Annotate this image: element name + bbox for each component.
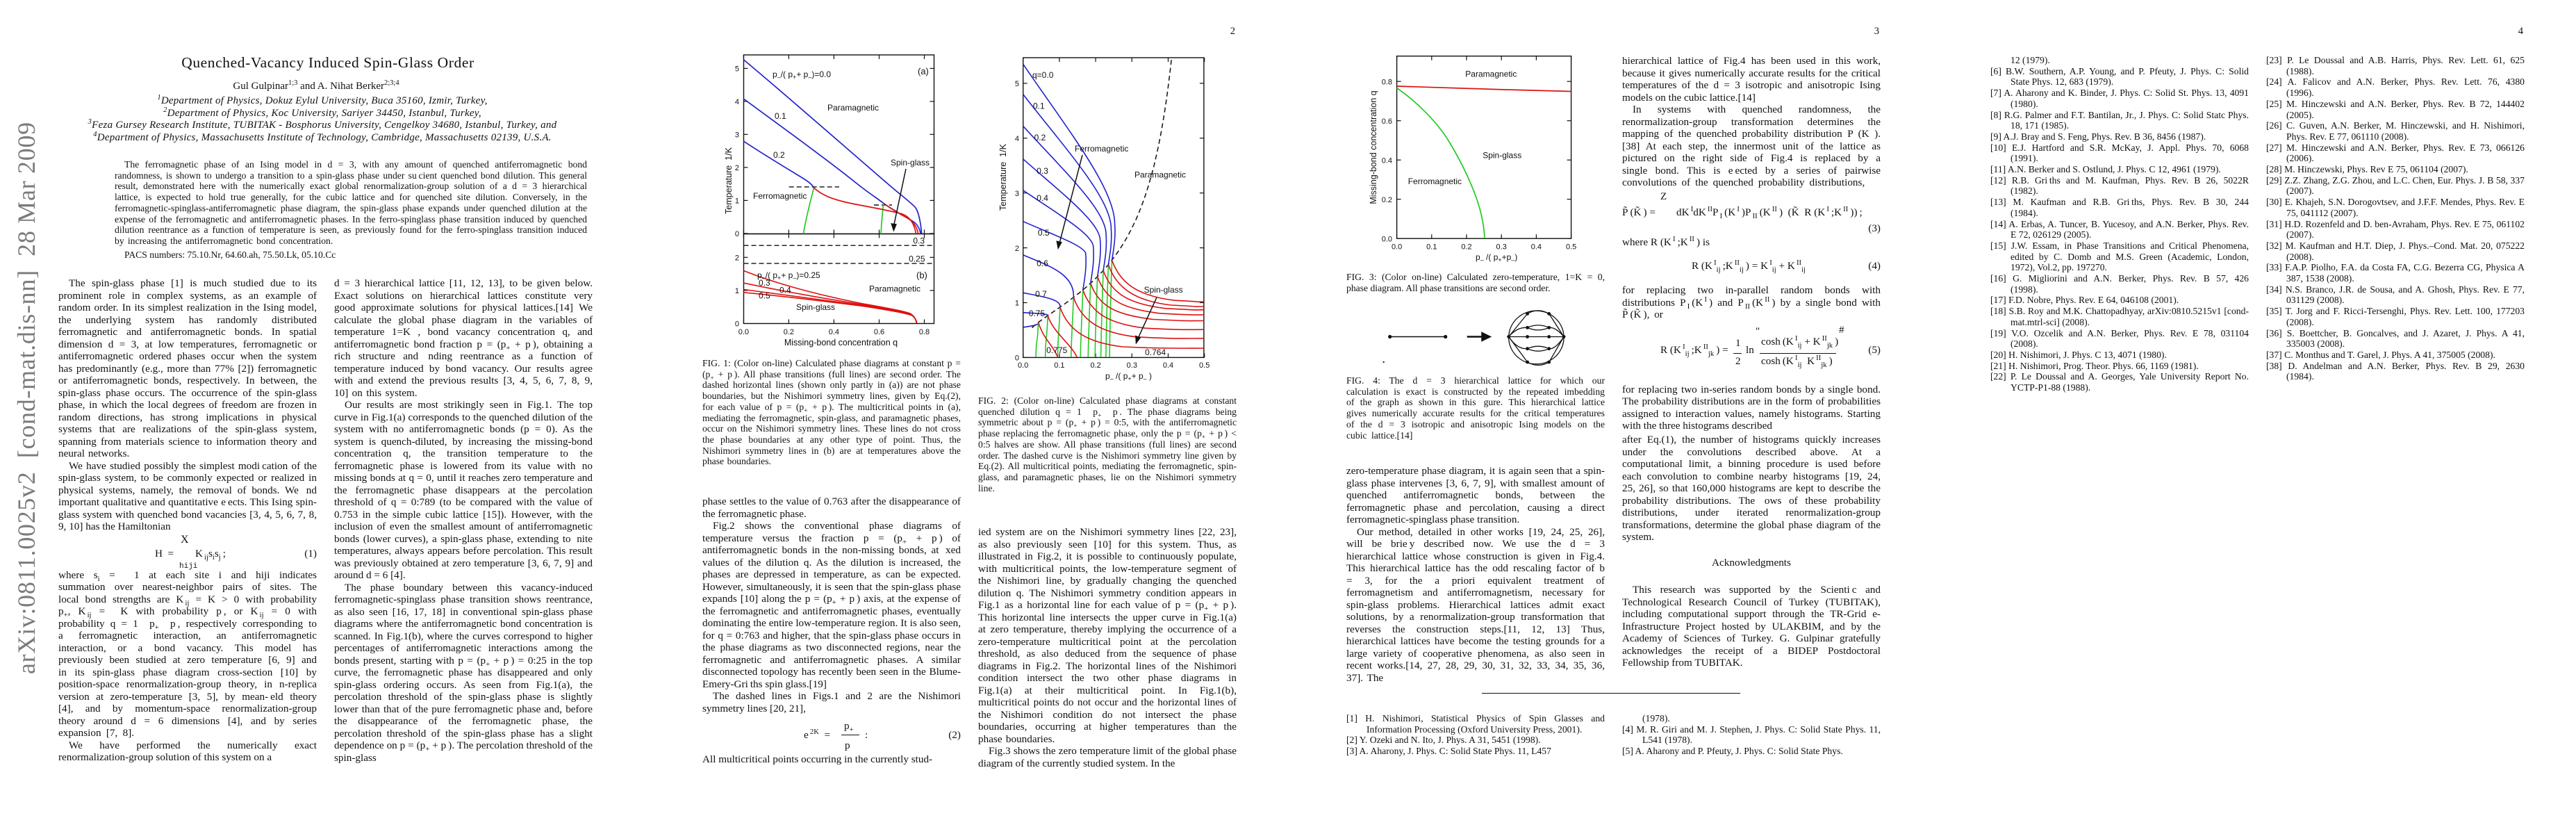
svg-text:0.3: 0.3 <box>1496 243 1507 252</box>
svg-text:0.5: 0.5 <box>1199 361 1209 370</box>
svg-text:0.775: 0.775 <box>1046 345 1067 355</box>
svg-text:Ferromagnetic: Ferromagnetic <box>1075 144 1128 154</box>
svg-text:0.3: 0.3 <box>1037 166 1048 176</box>
svg-text:0.2: 0.2 <box>1034 133 1046 142</box>
svg-text:0.6: 0.6 <box>1037 259 1048 268</box>
svg-text:0: 0 <box>735 230 739 238</box>
svg-text:(b): (b) <box>916 270 927 281</box>
svg-text:Spin-glass: Spin-glass <box>891 158 930 167</box>
svg-text:5: 5 <box>1015 80 1019 88</box>
svg-text:0.4: 0.4 <box>1163 361 1173 370</box>
svg-text:2: 2 <box>735 164 739 172</box>
svg-text:Temperature 1/K: Temperature 1/K <box>998 143 1008 211</box>
svg-text:0.75: 0.75 <box>1029 309 1046 318</box>
svg-text:0.6: 0.6 <box>874 328 884 336</box>
svg-text:0.2: 0.2 <box>1382 196 1392 204</box>
svg-text:3: 3 <box>1015 190 1019 198</box>
svg-text:0.0: 0.0 <box>1382 235 1392 243</box>
svg-text:0.3: 0.3 <box>1127 361 1137 370</box>
svg-text:0.2: 0.2 <box>773 150 785 160</box>
svg-text:Paramagnetic: Paramagnetic <box>869 284 920 294</box>
svg-text:1: 1 <box>735 287 739 295</box>
svg-text:p– /( p++p–): p– /( p++p–) <box>1476 252 1517 263</box>
svg-text:0.764: 0.764 <box>1145 348 1166 357</box>
svg-text:0: 0 <box>735 320 739 329</box>
svg-text:p– /( p++ p– ): p– /( p++ p– ) <box>1105 371 1152 382</box>
svg-text:1: 1 <box>1015 300 1019 308</box>
svg-text:Spin-glass: Spin-glass <box>1483 151 1521 161</box>
svg-text:0.3: 0.3 <box>913 236 925 246</box>
svg-text:Spin-glass: Spin-glass <box>1144 285 1183 295</box>
svg-text:0.5: 0.5 <box>1038 228 1050 238</box>
svg-text:0.1: 0.1 <box>1426 243 1437 252</box>
svg-text:0.4: 0.4 <box>779 286 791 295</box>
svg-text:0.0: 0.0 <box>1018 361 1028 370</box>
svg-text:0.5: 0.5 <box>759 291 770 301</box>
svg-text:2: 2 <box>735 254 739 263</box>
svg-text:0.1: 0.1 <box>775 111 786 121</box>
svg-text:Missing-bond concentration q: Missing-bond concentration q <box>1369 90 1378 204</box>
svg-text:0.4: 0.4 <box>829 328 839 336</box>
svg-text:0.2: 0.2 <box>784 328 794 336</box>
svg-text:0.4: 0.4 <box>1037 193 1048 203</box>
svg-text:0.4: 0.4 <box>1382 156 1392 165</box>
svg-text:1: 1 <box>735 197 739 206</box>
svg-text:(a): (a) <box>918 66 929 76</box>
svg-text:0.2: 0.2 <box>1461 243 1471 252</box>
svg-text:0.8: 0.8 <box>919 328 930 336</box>
svg-text:0.3: 0.3 <box>759 278 770 288</box>
svg-text:0: 0 <box>1015 354 1019 363</box>
svg-text:0.0: 0.0 <box>738 328 749 336</box>
svg-text:0.25: 0.25 <box>909 254 925 264</box>
svg-text:0.8: 0.8 <box>1382 78 1392 86</box>
svg-text:Temperature 1/K: Temperature 1/K <box>724 147 734 214</box>
svg-text:Ferromagnetic: Ferromagnetic <box>1408 177 1462 186</box>
svg-text:0.5: 0.5 <box>1566 243 1576 252</box>
svg-text:0.1: 0.1 <box>1054 361 1064 370</box>
svg-text:Paramagnetic: Paramagnetic <box>827 103 879 113</box>
svg-text:4: 4 <box>1015 135 1019 143</box>
svg-text:p–/( p++ p–)=0.25: p–/( p++ p–)=0.25 <box>757 270 820 281</box>
svg-text:q=0.0: q=0.0 <box>1032 70 1054 80</box>
svg-text:0.7: 0.7 <box>1035 289 1047 299</box>
svg-text:Spin-glass: Spin-glass <box>796 302 835 312</box>
svg-text:Paramagnetic: Paramagnetic <box>1134 170 1186 179</box>
svg-text:p–/( p++ p–)=0.0: p–/( p++ p–)=0.0 <box>773 70 831 81</box>
svg-text:Ferromagnetic: Ferromagnetic <box>753 191 807 201</box>
svg-text:0.6: 0.6 <box>1382 117 1392 126</box>
svg-text:4: 4 <box>735 98 739 106</box>
svg-text:0.2: 0.2 <box>1090 361 1100 370</box>
svg-text:0.1: 0.1 <box>1033 101 1045 111</box>
svg-text:Missing-bond concentration q: Missing-bond concentration q <box>784 338 898 348</box>
svg-text:2: 2 <box>1015 245 1019 253</box>
svg-text:3: 3 <box>735 131 739 140</box>
svg-text:0.0: 0.0 <box>1392 243 1402 252</box>
svg-text:5: 5 <box>735 65 739 74</box>
svg-text:Paramagnetic: Paramagnetic <box>1465 70 1517 79</box>
svg-text:0.4: 0.4 <box>1531 243 1542 252</box>
